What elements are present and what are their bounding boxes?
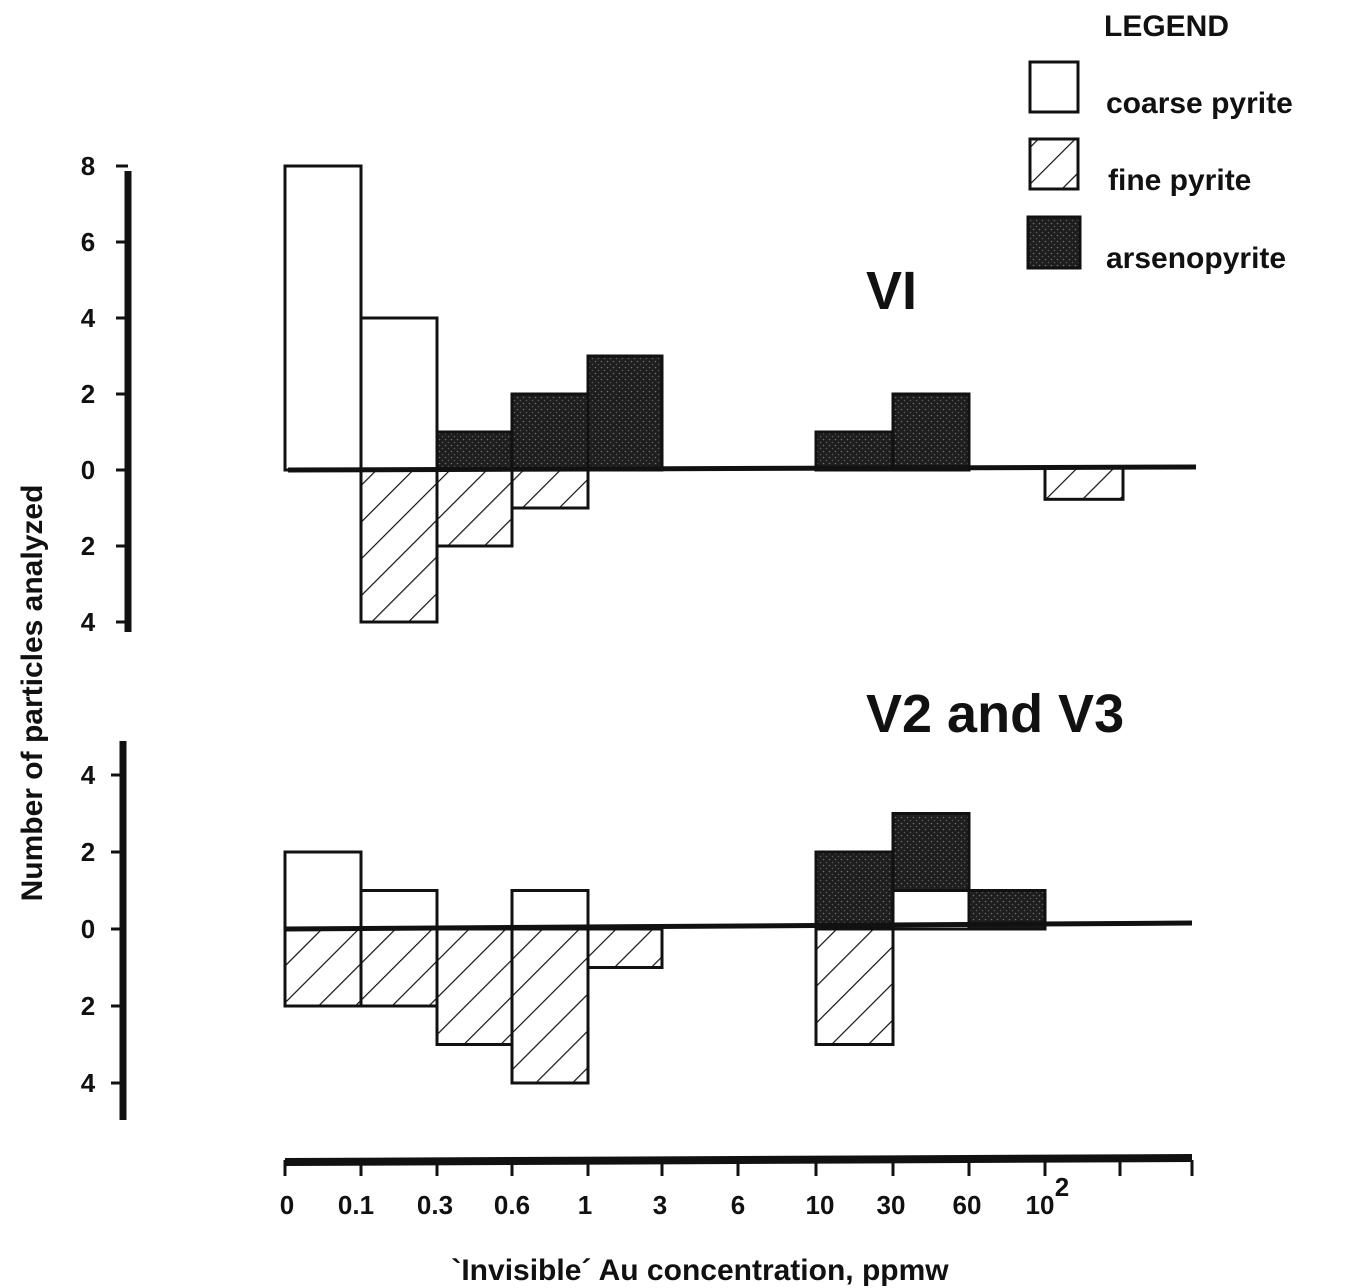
- y-tick-label: 2: [81, 379, 95, 409]
- x-tick-label: 0.6: [494, 1190, 530, 1220]
- x-tick-label: 6: [731, 1190, 745, 1220]
- bar-fine-pyrite: [510, 927, 590, 1085]
- x-tick-label: 10: [806, 1190, 835, 1220]
- bar-fine-pyrite: [814, 927, 895, 1046]
- bar-fine-pyrite: [435, 468, 514, 548]
- legend-swatch-arsenopyrite: [1026, 215, 1082, 270]
- bar-fine-pyrite: [1043, 465, 1125, 501]
- x-tick-label: 0.3: [417, 1190, 453, 1220]
- y-axis-title: Number of particles analyzed: [16, 485, 49, 902]
- y-tick-label: 2: [81, 531, 95, 561]
- legend-label-coarse-pyrite: coarse pyrite: [1106, 87, 1293, 120]
- legend-title: LEGEND: [1104, 10, 1229, 43]
- legend-swatch-fine-pyrite: [1028, 137, 1080, 191]
- x-tick-label: 10: [1026, 1190, 1055, 1220]
- x-tick-label: 30: [877, 1190, 906, 1220]
- x-tick-label: 0: [280, 1190, 294, 1220]
- bar-arsenopyrite: [510, 392, 590, 472]
- baseline-bottom: [284, 920, 1193, 932]
- bar-arsenopyrite: [891, 392, 971, 472]
- x-axis-title: `Invisible´ Au concentration, ppmw: [451, 1254, 949, 1287]
- panel-title-v1: VI: [866, 261, 917, 321]
- bar-coarse-pyrite: [359, 316, 439, 472]
- bar-fine-pyrite: [359, 927, 439, 1008]
- bar-fine-pyrite: [510, 468, 590, 510]
- x-tick-label: 1: [578, 1190, 592, 1220]
- bar-coarse-pyrite: [359, 889, 439, 931]
- bar-fine-pyrite: [359, 468, 439, 624]
- bar-fine-pyrite: [586, 927, 664, 969]
- bar-coarse-pyrite: [283, 850, 363, 931]
- legend: LEGEND coarse pyrite fine pyrite arsenop…: [1026, 10, 1293, 275]
- y-tick-label: 4: [81, 1068, 96, 1098]
- x-tick-label: 0.1: [338, 1190, 374, 1220]
- bar-arsenopyrite: [891, 812, 971, 892]
- y-tick-label: 2: [81, 991, 95, 1021]
- bar-coarse-pyrite: [510, 889, 590, 931]
- y-tick-label: 4: [81, 607, 96, 637]
- y-tick-label: 4: [81, 303, 96, 333]
- baseline-top: [287, 464, 1197, 473]
- y-tick-label: 2: [81, 837, 95, 867]
- bar-fine-pyrite: [283, 927, 363, 1008]
- bar-arsenopyrite: [814, 430, 895, 472]
- bar-arsenopyrite: [814, 850, 895, 931]
- bar-arsenopyrite: [586, 354, 664, 472]
- legend-label-fine-pyrite: fine pyrite: [1108, 164, 1251, 197]
- bar-fine-pyrite: [435, 927, 514, 1046]
- x-tick-label-superscript: 2: [1055, 1172, 1069, 1202]
- x-tick-label: 60: [953, 1190, 982, 1220]
- y-tick-label: 6: [81, 227, 95, 257]
- bar-coarse-pyrite: [283, 164, 363, 472]
- y-tick-label: 0: [81, 914, 95, 944]
- legend-swatch-coarse-pyrite: [1028, 60, 1080, 114]
- y-tick-label: 0: [81, 455, 95, 485]
- y-tick-label: 4: [81, 760, 96, 790]
- legend-label-arsenopyrite: arsenopyrite: [1106, 242, 1286, 275]
- y-tick-label: 8: [81, 151, 95, 181]
- bar-arsenopyrite: [435, 430, 514, 472]
- x-tick-label: 3: [653, 1190, 667, 1220]
- panel-title-v2-v3: V2 and V3: [866, 684, 1124, 744]
